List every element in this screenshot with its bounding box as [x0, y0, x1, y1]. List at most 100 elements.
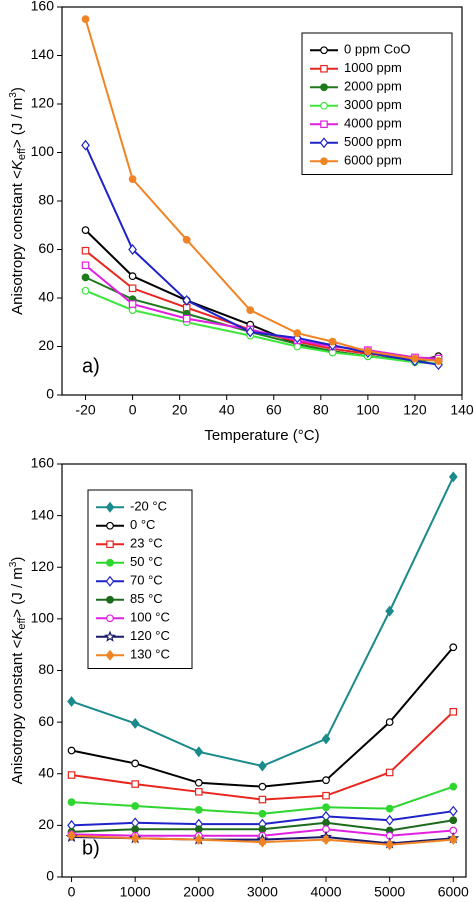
marker: [246, 306, 255, 315]
x-tick-label: 3000: [247, 884, 278, 900]
x-tick-label: 0: [68, 884, 76, 900]
marker: [449, 707, 458, 716]
marker: [322, 791, 330, 800]
y-axis-label-part: ): [9, 557, 26, 562]
legend-label: 130 °C: [130, 647, 170, 662]
legend-marker: [106, 540, 114, 549]
marker: [411, 354, 419, 363]
legend-marker: [319, 137, 329, 149]
marker: [245, 326, 255, 338]
series-line: [84, 229, 439, 363]
y-tick-label: 160: [31, 455, 55, 471]
legend-marker: [320, 101, 328, 110]
y-tick-label: 20: [38, 816, 54, 832]
y-axis-label-part: 3: [8, 561, 19, 567]
marker: [81, 273, 90, 282]
x-tick-label: 140: [450, 402, 474, 418]
legend-label: 5000 ppm: [344, 134, 402, 149]
legend-marker: [320, 46, 328, 55]
marker: [322, 818, 330, 827]
x-tick-label: 100: [356, 402, 380, 418]
legend-marker: [106, 595, 114, 604]
marker: [81, 15, 90, 24]
marker: [194, 805, 203, 814]
marker: [258, 760, 267, 772]
y-tick-label: 0: [46, 386, 54, 402]
marker: [293, 329, 302, 338]
marker: [67, 798, 76, 807]
marker: [131, 759, 140, 768]
marker: [434, 357, 443, 365]
legend-marker: [320, 83, 328, 92]
y-axis-label-part: eff: [16, 617, 28, 630]
marker: [130, 832, 140, 844]
y-axis-label-part: ): [9, 87, 26, 92]
marker: [448, 805, 458, 817]
legend-marker: [106, 521, 114, 530]
legend-label: 0 ppm CoO: [344, 42, 410, 57]
y-tick-label: 160: [31, 0, 55, 14]
panel-label: a): [82, 355, 100, 377]
marker: [81, 139, 90, 151]
y-axis-label: Anisotropy constant <Keff> (J / m3): [8, 557, 28, 785]
marker: [448, 471, 458, 483]
legend-marker: [320, 64, 328, 73]
x-tick-label: 5000: [374, 884, 405, 900]
x-tick-label: 120: [403, 402, 427, 418]
legend-marker: [320, 120, 328, 129]
marker: [194, 834, 204, 846]
x-axis-label: Temperature (°C): [204, 427, 319, 444]
marker: [128, 272, 137, 281]
y-tick-label: 100: [31, 143, 55, 159]
y-axis-label-part: Anisotropy constant <: [9, 170, 26, 315]
x-tick-label: 80: [313, 402, 329, 418]
legend-label: 2000 ppm: [344, 79, 402, 94]
legend-marker: [106, 614, 114, 623]
marker: [385, 718, 394, 727]
legend-label: 6000 ppm: [344, 153, 402, 168]
x-tick-label: 60: [266, 402, 282, 418]
marker: [128, 244, 137, 255]
marker: [131, 780, 139, 788]
marker: [385, 768, 394, 777]
legend-label: 85 °C: [130, 591, 163, 606]
y-tick-label: 140: [31, 46, 55, 62]
marker: [182, 294, 192, 306]
marker: [128, 175, 137, 184]
y-tick-label: 40: [38, 764, 54, 780]
marker: [385, 804, 394, 813]
marker: [328, 337, 337, 346]
legend-label: 23 °C: [130, 536, 163, 551]
legend: 0 ppm CoO 1000 ppm 2000 ppm 3000 ppm 4000 pp…: [301, 32, 453, 175]
y-tick-label: 120: [31, 558, 55, 574]
marker: [81, 286, 90, 295]
legend-marker: [320, 157, 328, 166]
legend-label: -20 °C: [130, 499, 167, 514]
marker: [182, 314, 191, 323]
marker: [67, 771, 76, 779]
marker: [81, 226, 90, 235]
marker: [128, 284, 137, 293]
marker: [131, 802, 140, 810]
legend-label: 1000 ppm: [344, 60, 402, 75]
legend-label: 0 °C: [130, 517, 155, 532]
marker: [194, 778, 203, 787]
legend-marker: [105, 575, 115, 587]
y-tick-label: 20: [38, 337, 54, 353]
marker: [81, 261, 90, 270]
x-tick-label: 20: [172, 402, 188, 418]
x-tick-label: -20: [75, 402, 95, 418]
y-axis-label: Anisotropy constant <Keff> (J / m3): [8, 87, 28, 315]
marker: [321, 834, 331, 846]
marker: [449, 782, 458, 791]
marker: [258, 809, 267, 818]
y-tick-label: 140: [31, 506, 55, 522]
marker: [182, 235, 191, 244]
y-axis-label-part: > (J / m: [9, 567, 26, 617]
marker: [385, 605, 395, 617]
marker: [363, 347, 372, 356]
x-tick-label: 2000: [183, 884, 214, 900]
y-tick-label: 60: [38, 240, 54, 256]
marker: [449, 643, 458, 652]
